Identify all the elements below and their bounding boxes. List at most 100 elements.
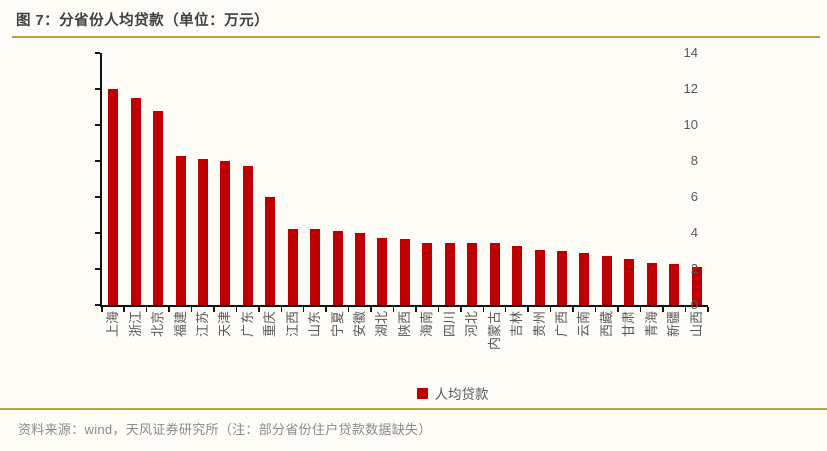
x-axis-label-text: 云南 [576, 311, 592, 338]
bar-slot [214, 53, 236, 305]
x-tick-mark [460, 307, 462, 312]
x-tick-mark [190, 307, 193, 312]
bar-slot [371, 53, 393, 305]
bar-slot [102, 53, 124, 305]
x-axis-label-text: 安徽 [352, 311, 368, 338]
x-axis-label: 重庆 [259, 309, 281, 383]
x-tick-mark [684, 307, 687, 312]
x-axis-label: 河北 [461, 309, 483, 383]
y-tick-mark [95, 268, 100, 271]
bar-slot [596, 53, 618, 305]
x-tick-mark [482, 307, 485, 312]
x-tick-mark [280, 307, 283, 312]
y-tick-label: 12 [683, 81, 698, 96]
x-axis-label: 江西 [282, 309, 304, 383]
y-tick-label: 14 [683, 45, 698, 60]
y-tick-mark [95, 52, 100, 54]
x-axis-label: 内蒙古 [483, 309, 505, 383]
bar-甘肃 [624, 259, 635, 305]
bar-重庆 [265, 197, 276, 305]
bar-浙江 [130, 98, 141, 305]
x-axis-label-text: 山西 [688, 311, 704, 338]
bar-slot [259, 53, 281, 305]
x-axis-label: 海南 [416, 309, 438, 383]
bar-slot [461, 53, 483, 305]
x-axis-label: 山东 [304, 309, 326, 383]
x-axis-label-text: 陕西 [396, 311, 412, 338]
x-axis-label: 宁夏 [326, 309, 348, 383]
bar-slot [169, 53, 191, 305]
x-tick-mark [370, 307, 372, 312]
x-axis-label: 吉林 [506, 309, 528, 383]
bar-云南 [579, 252, 590, 305]
bar-天津 [220, 161, 231, 305]
x-axis-label-text: 北京 [150, 311, 166, 338]
bar-slot [416, 53, 438, 305]
x-axis-label-text: 甘肃 [621, 311, 637, 338]
bar-slot [506, 53, 528, 305]
x-axis-label-text: 吉林 [509, 311, 525, 338]
source-note: 资料来源：wind，天风证券研究所（注：部分省份住户贷款数据缺失） [18, 422, 432, 437]
x-tick-mark [549, 307, 552, 312]
x-axis-label-text: 福建 [172, 311, 188, 338]
x-axis-label-text: 青海 [643, 311, 659, 338]
bar-slot [304, 53, 326, 305]
x-axis-label: 广东 [237, 309, 259, 383]
x-tick-mark [707, 307, 709, 312]
bar-slot [124, 53, 146, 305]
x-tick-mark [617, 307, 619, 312]
bar-海南 [422, 242, 433, 305]
chart-title: 图 7：分省份人均贷款（单位：万元） [16, 13, 270, 29]
chart-legend: 人均贷款 [0, 383, 827, 403]
x-tick-mark [325, 307, 327, 312]
x-axis-label-text: 天津 [217, 311, 233, 338]
x-axis-label-text: 湖北 [374, 311, 390, 338]
x-axis-label: 安徽 [349, 309, 371, 383]
x-axis-label-text: 四川 [441, 311, 457, 338]
bar-福建 [175, 155, 186, 305]
x-tick-mark [168, 307, 170, 312]
x-axis-label: 陕西 [394, 309, 416, 383]
bar-西藏 [601, 256, 612, 305]
x-axis-label: 天津 [214, 309, 236, 383]
y-tick-mark [95, 88, 100, 90]
y-tick-mark [95, 160, 100, 163]
x-tick-mark [101, 307, 103, 312]
bar-广东 [242, 166, 253, 305]
x-axis-label: 云南 [573, 309, 595, 383]
x-axis-label: 广西 [551, 309, 573, 383]
y-tick-label: 6 [690, 189, 698, 204]
bar-slot [483, 53, 505, 305]
bar-上海 [108, 89, 119, 305]
x-tick-mark [145, 307, 148, 312]
bar-slot [326, 53, 348, 305]
bar-slot [618, 53, 640, 305]
x-axis-label-text: 浙江 [127, 311, 143, 338]
x-axis-label: 北京 [147, 309, 169, 383]
bar-广西 [556, 251, 567, 305]
x-axis-label: 浙江 [124, 309, 146, 383]
x-axis-label: 上海 [102, 309, 124, 383]
bar-slot [528, 53, 550, 305]
bar-slot [641, 53, 663, 305]
bar-江苏 [197, 159, 208, 305]
legend-marker-square [416, 387, 428, 399]
x-tick-mark [415, 307, 417, 312]
x-axis-label-text: 宁夏 [329, 311, 345, 338]
x-axis-label: 甘肃 [618, 309, 640, 383]
y-tick-mark [95, 304, 100, 306]
bar-北京 [153, 110, 164, 305]
y-tick-label: 0 [690, 297, 698, 312]
x-axis-label-text: 内蒙古 [486, 311, 502, 351]
bar-内蒙古 [489, 242, 500, 305]
x-axis-label: 山西 [685, 309, 707, 383]
x-tick-mark [235, 307, 238, 312]
x-axis-label: 福建 [169, 309, 191, 383]
x-tick-mark [123, 307, 125, 312]
y-tick-label: 4 [690, 225, 698, 241]
x-axis-label-text: 西藏 [598, 311, 614, 338]
x-tick-mark [347, 307, 350, 312]
bar-河北 [467, 242, 478, 305]
x-axis-label-text: 广西 [553, 311, 569, 338]
